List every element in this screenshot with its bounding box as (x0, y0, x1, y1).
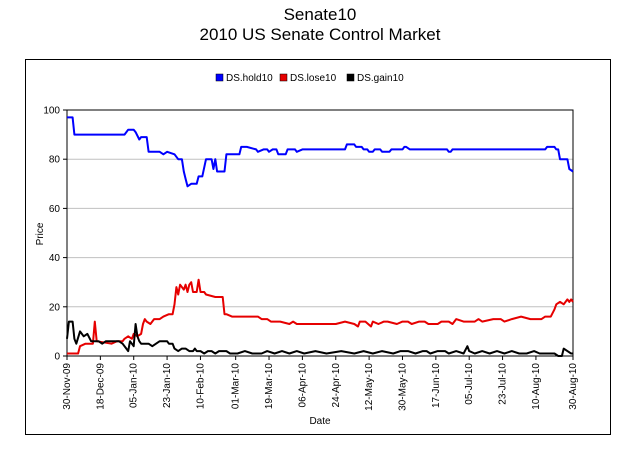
x-tick-label: 06-Apr-10 (297, 363, 308, 408)
x-tick-label: 23-Jul-10 (498, 363, 509, 405)
x-tick-label: 17-Jun-10 (431, 363, 442, 408)
chart-title: Senate10 (283, 5, 357, 24)
y-tick-label: 20 (49, 302, 61, 313)
y-tick-label: 60 (49, 204, 61, 215)
legend-label: DS.gain10 (357, 73, 404, 84)
x-tick-label: 30-Aug-10 (568, 363, 579, 410)
x-tick-label: 01-Mar-10 (231, 363, 242, 410)
series-line-ds-lose10 (67, 278, 574, 355)
x-tick-label: 10-Aug-10 (531, 363, 542, 410)
x-tick-label: 18-Dec-09 (95, 363, 106, 410)
y-tick-label: 80 (49, 155, 61, 166)
x-tick-label: 19-Mar-10 (264, 363, 275, 410)
legend-swatch (346, 73, 355, 82)
chart-frame (25, 59, 611, 435)
x-axis-ticks: 30-Nov-09 18-Dec-09 05-Jan-10 23-Jan-10 10-F… (62, 356, 579, 411)
x-tick-label: 30-Nov-09 (62, 363, 73, 410)
y-axis-ticks: 0 20 40 60 80 100 (43, 106, 67, 363)
legend-label: DS.hold10 (226, 73, 273, 84)
series-line-ds-gain10 (66, 320, 573, 357)
x-axis-label: Date (309, 416, 331, 427)
x-tick-label: 05-Jan-10 (129, 363, 140, 408)
chart-subtitle: 2010 US Senate Control Market (199, 25, 441, 44)
x-tick-label: 12-May-10 (364, 363, 375, 411)
legend-swatch (279, 73, 288, 82)
y-axis-label: Price (35, 222, 46, 245)
legend-swatch (215, 73, 224, 82)
x-tick-label: 23-Jan-10 (162, 363, 173, 408)
x-tick-label: 10-Feb-10 (195, 363, 206, 410)
series-lines (66, 116, 574, 357)
legend-label: DS.lose10 (290, 73, 337, 84)
x-tick-label: 05-Jul-10 (464, 363, 475, 405)
legend: DS.hold10 DS.lose10 DS.gain10 (215, 73, 404, 84)
y-tick-label: 40 (49, 253, 61, 264)
x-tick-label: 24-Apr-10 (331, 363, 342, 408)
x-tick-label: 30-May-10 (397, 363, 408, 411)
series-line-ds-hold10 (67, 116, 574, 188)
plot-area (66, 109, 574, 357)
y-tick-label: 0 (54, 352, 60, 363)
gridlines (67, 158, 573, 308)
y-tick-label: 100 (43, 106, 60, 117)
